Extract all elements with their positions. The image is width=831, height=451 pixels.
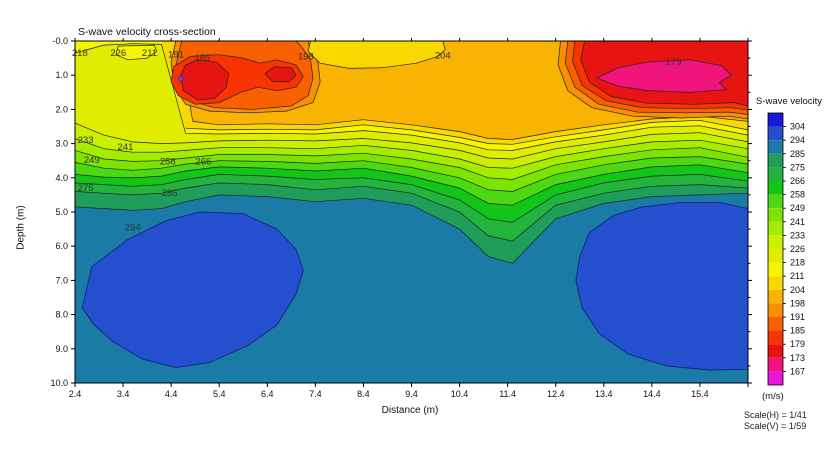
svg-text:204: 204	[790, 285, 805, 295]
svg-text:-0.0: -0.0	[52, 36, 68, 46]
svg-text:185: 185	[194, 53, 210, 64]
svg-text:14.4: 14.4	[643, 389, 661, 399]
svg-text:304: 304	[790, 122, 805, 132]
svg-text:226: 226	[110, 48, 126, 59]
svg-text:226: 226	[790, 244, 805, 254]
svg-text:15.4: 15.4	[691, 389, 709, 399]
svg-text:266: 266	[195, 156, 211, 167]
svg-text:285: 285	[790, 149, 805, 159]
svg-text:266: 266	[790, 176, 805, 186]
scale-notes: Scale(H) = 1/41 Scale(V) = 1/59	[744, 410, 807, 431]
svg-text:191: 191	[790, 312, 805, 322]
svg-text:173: 173	[790, 353, 805, 363]
svg-text:198: 198	[298, 51, 314, 62]
svg-text:185: 185	[790, 326, 805, 336]
svg-text:204: 204	[435, 50, 451, 61]
svg-text:233: 233	[78, 135, 94, 146]
svg-text:241: 241	[118, 142, 134, 153]
svg-text:8.0: 8.0	[55, 310, 68, 320]
axes-and-ticks: 2.4 3.4 4.4 5.4 6.4 7.4 8.4 9.4 10.4 11.4 12.4 13.4…	[50, 36, 752, 399]
svg-text:249: 249	[84, 155, 100, 166]
svg-text:191: 191	[168, 50, 184, 61]
svg-text:179: 179	[790, 339, 805, 349]
svg-text:4.0: 4.0	[55, 173, 68, 183]
svg-text:275: 275	[78, 183, 94, 194]
legend-unit-label: (m/s)	[762, 391, 784, 402]
svg-text:5.4: 5.4	[213, 389, 226, 399]
color-scale-bar: 304 294 285 275 266 258 249 241 233 226 218 211 204 1…	[767, 112, 805, 386]
y-axis-title: Depth (m)	[15, 205, 27, 250]
svg-text:7.4: 7.4	[309, 389, 322, 399]
scale-vertical-note: Scale(V) = 1/59	[744, 420, 807, 431]
svg-text:218: 218	[790, 258, 805, 268]
svg-text:11.4: 11.4	[499, 389, 516, 399]
svg-text:294: 294	[790, 135, 805, 145]
svg-text:211: 211	[142, 48, 157, 59]
svg-text:285: 285	[162, 188, 178, 199]
svg-text:5.0: 5.0	[55, 207, 68, 217]
svg-text:12.4: 12.4	[547, 389, 565, 399]
svg-text:9.0: 9.0	[55, 344, 68, 354]
svg-text:218: 218	[72, 48, 88, 59]
svg-text:9.4: 9.4	[405, 389, 418, 399]
svg-text:3.4: 3.4	[117, 389, 130, 399]
svg-text:2.4: 2.4	[69, 389, 82, 399]
svg-text:211: 211	[790, 271, 804, 281]
svg-text:13.4: 13.4	[595, 389, 613, 399]
svg-text:233: 233	[790, 230, 805, 240]
legend-title: S-wave velocity	[756, 96, 822, 107]
svg-text:6.0: 6.0	[55, 241, 68, 251]
x-axis-title: Distance (m)	[381, 405, 439, 416]
svg-text:275: 275	[790, 162, 805, 172]
svg-text:179: 179	[666, 57, 682, 68]
svg-text:294: 294	[125, 222, 141, 233]
svg-text:2.0: 2.0	[55, 104, 68, 114]
svg-text:249: 249	[790, 203, 805, 213]
svg-text:198: 198	[790, 298, 805, 308]
svg-text:4.4: 4.4	[165, 389, 178, 399]
svg-text:8.4: 8.4	[357, 389, 370, 399]
svg-text:258: 258	[790, 190, 805, 200]
svg-text:7.0: 7.0	[55, 275, 68, 285]
svg-text:1.0: 1.0	[55, 70, 68, 80]
svg-text:167: 167	[790, 366, 805, 376]
chart-title: S-wave velocity cross-section	[78, 26, 216, 38]
svg-text:241: 241	[790, 217, 805, 227]
contour-value-labels: 218 226 211 191 185 198 204 179 233 241 249 258 266 2…	[72, 48, 682, 233]
svg-text:6.4: 6.4	[261, 389, 274, 399]
svg-text:258: 258	[160, 156, 176, 167]
svg-text:3.0: 3.0	[55, 139, 68, 149]
contour-lines	[74, 40, 749, 264]
svg-text:10.4: 10.4	[451, 389, 469, 399]
svg-text:10.0: 10.0	[50, 378, 68, 388]
scale-horizontal-note: Scale(H) = 1/41	[744, 410, 807, 420]
